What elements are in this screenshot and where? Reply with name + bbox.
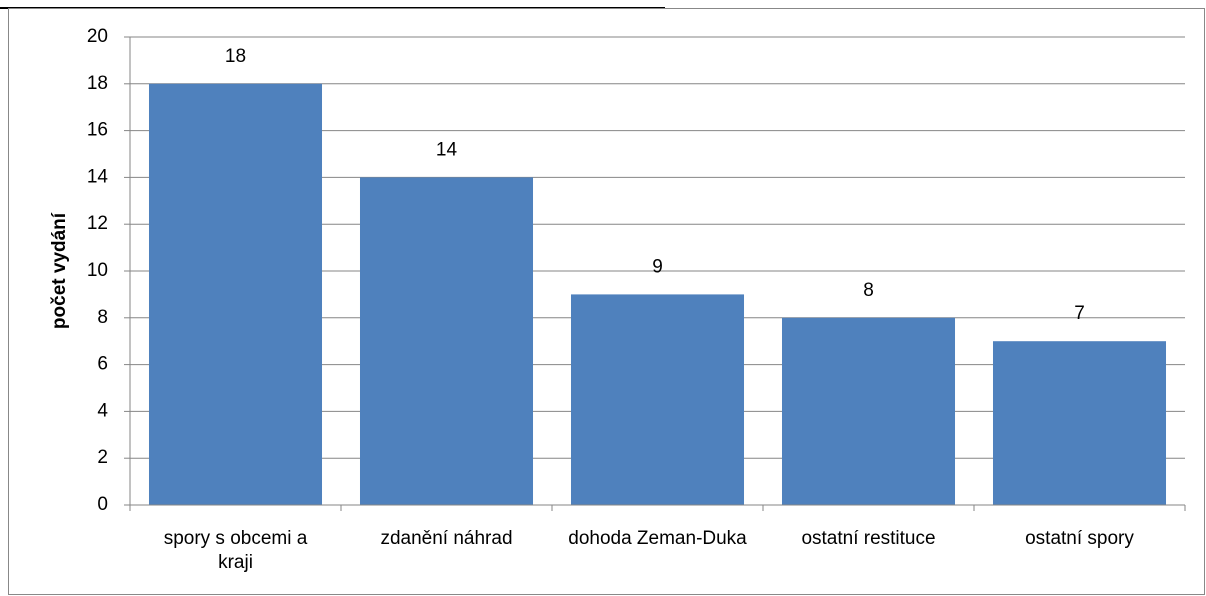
y-tick-label: 0 (97, 494, 108, 515)
y-tick-label: 8 (97, 307, 108, 328)
y-tick-label: 4 (97, 400, 108, 421)
y-tick-label: 2 (97, 447, 108, 468)
data-label: 18 (225, 46, 246, 67)
chart-frame (8, 8, 1205, 595)
bar (570, 294, 745, 505)
y-tick-label: 18 (87, 73, 108, 94)
y-tick-label: 10 (87, 260, 108, 281)
y-tick-label: 20 (87, 26, 108, 47)
x-tick-label: zdanění náhrad (380, 528, 513, 549)
x-tick-label: dohoda Zeman-Duka (568, 528, 747, 549)
bar (781, 317, 956, 505)
y-axis-label: počet vydání (49, 212, 70, 329)
y-tick-label: 12 (87, 213, 108, 234)
x-tick-label: spory s obcemi a kraji (163, 528, 308, 573)
data-label: 7 (1074, 303, 1085, 324)
data-label: 14 (436, 139, 458, 160)
bar (359, 177, 534, 505)
bar (148, 83, 323, 506)
y-tick-label: 16 (87, 120, 108, 141)
bar (992, 341, 1167, 505)
y-tick-label: 14 (87, 166, 109, 187)
y-tick-label: 6 (97, 354, 108, 375)
data-label: 8 (863, 280, 874, 301)
x-tick-label: ostatní spory (1025, 528, 1134, 549)
x-tick-label: ostatní restituce (801, 528, 936, 549)
data-label: 9 (652, 256, 663, 277)
